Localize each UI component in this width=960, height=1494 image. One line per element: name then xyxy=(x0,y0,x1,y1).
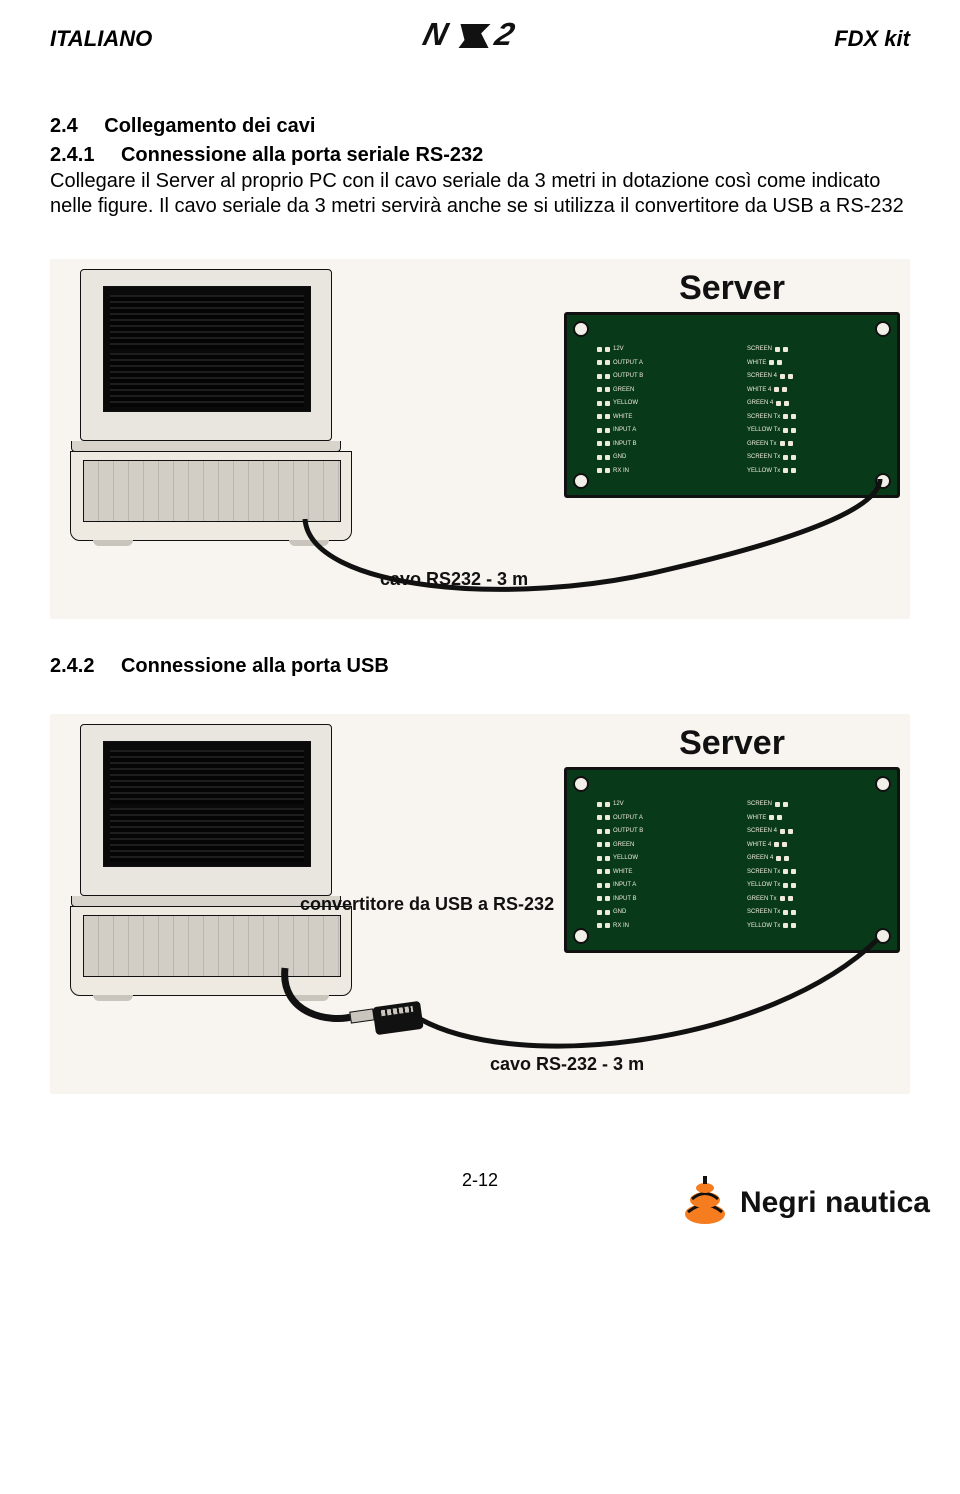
server-illustration-2: Server 12V OUTPUT A OUTPUT B GREEN YELLO… xyxy=(564,724,900,953)
cable-caption-2: cavo RS-232 - 3 m xyxy=(490,1054,644,1075)
subsection-1-number: 2.4.1 xyxy=(50,144,94,166)
section-number: 2.4 xyxy=(50,115,78,137)
figure-usb: Server 12V OUTPUT A OUTPUT B GREEN YELLO… xyxy=(50,714,910,1094)
server-label-2: Server xyxy=(564,724,900,763)
cable-caption: cavo RS232 - 3 m xyxy=(380,569,528,590)
converter-caption: convertitore da USB a RS-232 xyxy=(300,894,554,915)
laptop-illustration xyxy=(70,269,350,541)
usb-plug-icon xyxy=(349,1008,374,1023)
subsection-2-heading: 2.4.2 Connessione alla porta USB xyxy=(50,655,910,678)
brand-footer: Negri nautica xyxy=(682,1174,930,1231)
svg-text:2: 2 xyxy=(491,18,519,52)
figure-rs232: Server 12V OUTPUT A OUTPUT B GREEN YELLO… xyxy=(50,259,910,619)
page: ITALIANO N 2 FDX kit 2.4 Collegamento de… xyxy=(0,0,960,1284)
logo-icon: N 2 xyxy=(408,18,578,60)
buoy-icon xyxy=(682,1174,728,1231)
laptop-illustration-2 xyxy=(70,724,350,996)
server-label: Server xyxy=(564,269,900,308)
page-number: 2-12 xyxy=(462,1170,498,1191)
header-right: FDX kit xyxy=(834,26,910,52)
subsection-1-heading: 2.4.1 Connessione alla porta seriale RS-… xyxy=(50,144,910,167)
subsection-2-title: Connessione alla porta USB xyxy=(121,655,389,677)
svg-text:N: N xyxy=(420,18,453,52)
page-header: ITALIANO N 2 FDX kit xyxy=(50,18,910,60)
header-left: ITALIANO xyxy=(50,26,152,52)
usb-converter-icon xyxy=(372,1001,423,1035)
section-title: Collegamento dei cavi xyxy=(104,115,315,137)
subsection-2-number: 2.4.2 xyxy=(50,655,94,677)
brand-logo: N 2 xyxy=(408,18,578,60)
page-footer: 2-12 Negri nautica xyxy=(50,1174,910,1254)
section-heading: 2.4 Collegamento dei cavi xyxy=(50,115,910,138)
brand-name: Negri nautica xyxy=(740,1186,930,1220)
paragraph-text: Collegare il Server al proprio PC con il… xyxy=(50,169,910,219)
subsection-1-title: Connessione alla porta seriale RS-232 xyxy=(121,144,483,166)
server-illustration: Server 12V OUTPUT A OUTPUT B GREEN YELLO… xyxy=(564,269,900,498)
